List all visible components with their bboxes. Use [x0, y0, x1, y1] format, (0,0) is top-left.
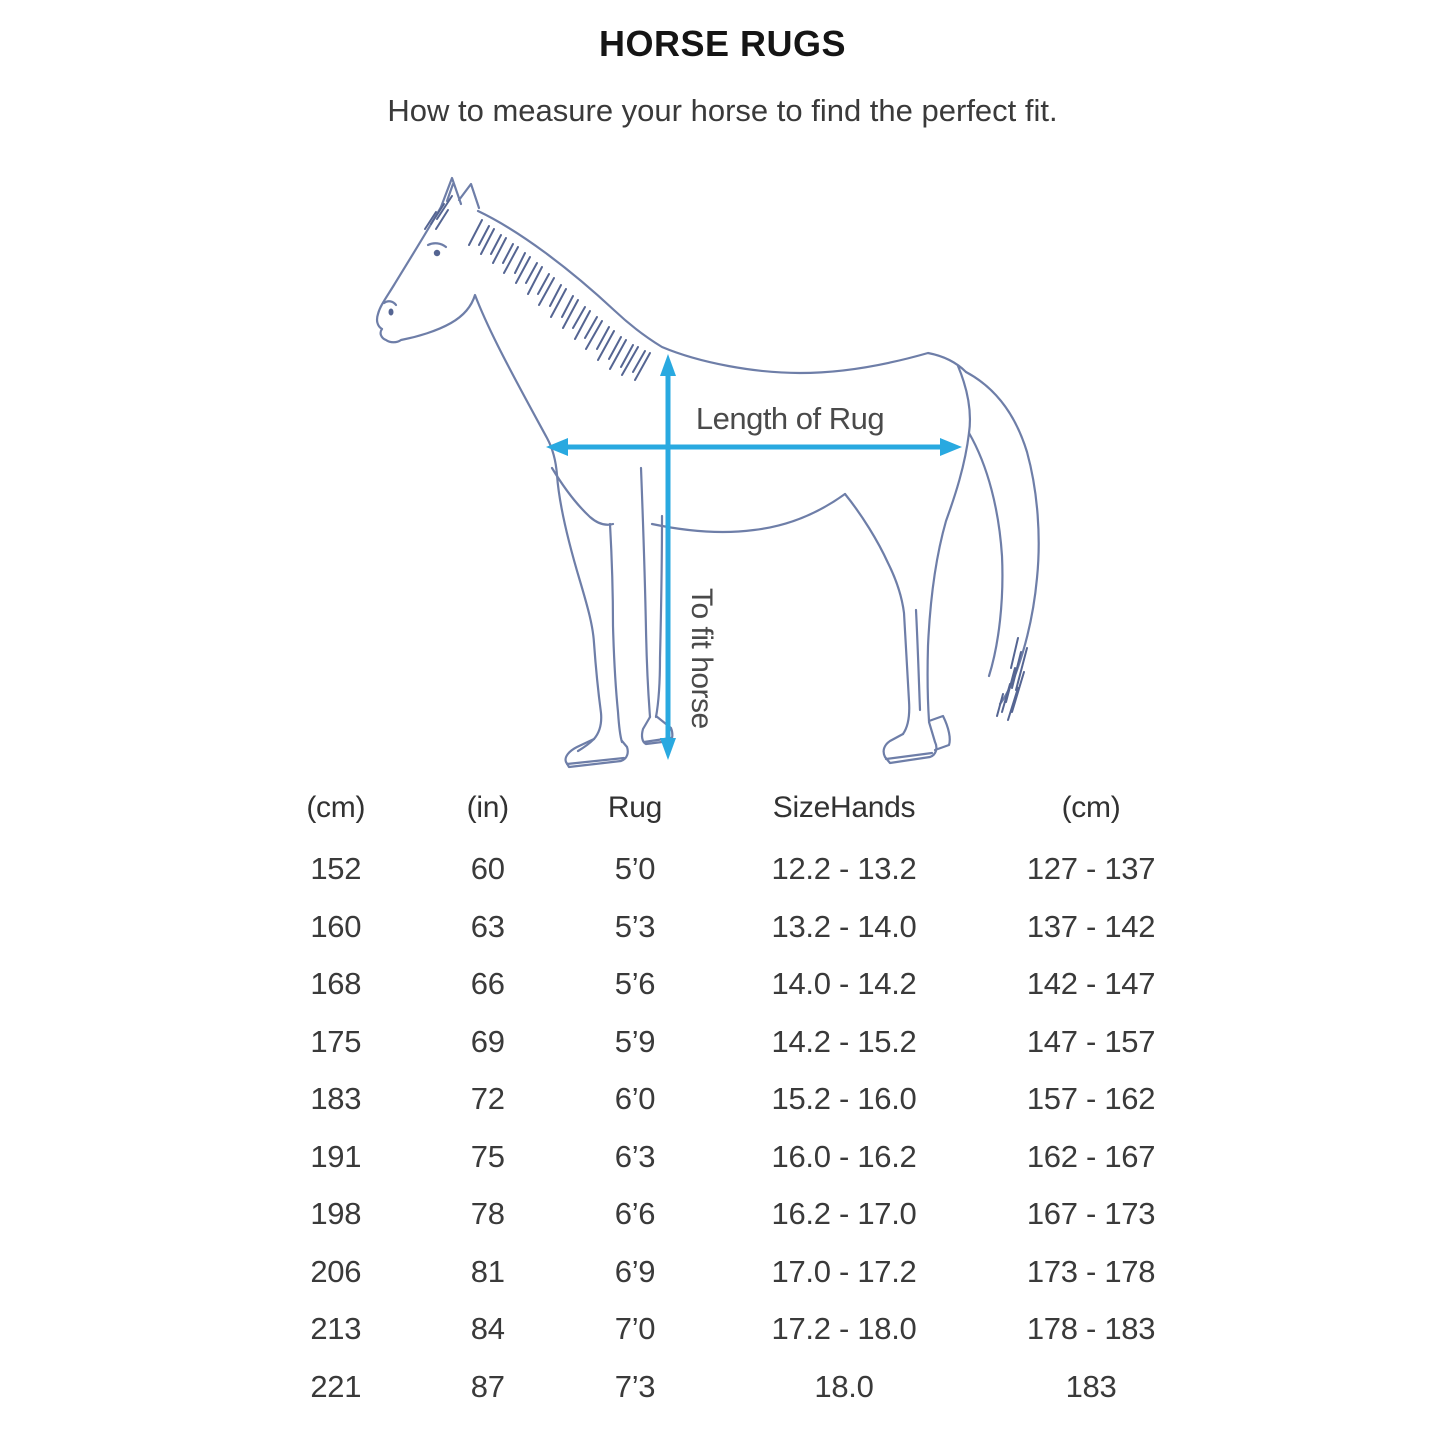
table-cell: 5’9 [614, 1023, 656, 1059]
size-table: (cm) (in) Rug SizeHands (cm) 152 60 5’0 12.2 - … [255, 780, 1205, 1415]
page-subtitle: How to measure your horse to find the pe… [387, 93, 1058, 128]
table-cell: 6’6 [614, 1196, 656, 1231]
table-cell: 7’3 [614, 1368, 656, 1404]
table-cell: 17.2 - 18.0 [771, 1311, 917, 1346]
table-cell: 183 [1065, 1368, 1117, 1404]
horse-outline-drawing [375, 176, 1040, 769]
table-header-cell: Rug [607, 791, 663, 824]
table-row: 183 72 6’0 15.2 - 16.0 157 - 162 [255, 1070, 1205, 1128]
table-row: 213 84 7’0 17.2 - 18.0 178 - 183 [255, 1300, 1205, 1358]
table-cell: 7’0 [614, 1311, 656, 1346]
table-header-cell: (cm) [306, 791, 366, 824]
table-cell: 13.2 - 14.0 [771, 908, 917, 944]
table-cell: 147 - 157 [1026, 1023, 1156, 1059]
table-cell: 175 [310, 1023, 362, 1059]
table-cell: 191 [310, 1138, 362, 1174]
table-cell: 78 [470, 1196, 505, 1231]
table-cell: 87 [470, 1368, 505, 1404]
page-title: HORSE RUGS [598, 23, 847, 64]
table-cell: 5’3 [614, 908, 656, 944]
table-cell: 5’6 [614, 966, 656, 1001]
table-cell: 127 - 137 [1026, 851, 1156, 886]
table-cell: 12.2 - 13.2 [771, 851, 917, 886]
table-row: 198 78 6’6 16.2 - 17.0 167 - 173 [255, 1185, 1205, 1243]
table-cell: 6’3 [614, 1138, 656, 1174]
table-row: 168 66 5’6 14.0 - 14.2 142 - 147 [255, 955, 1205, 1013]
table-cell: 6’0 [614, 1081, 656, 1116]
table-header-cell: (cm) [1061, 791, 1121, 824]
table-cell: 69 [470, 1023, 505, 1059]
size-table-rows: 152 60 5’0 12.2 - 13.2 127 - 137 160 63 5’3 13.2… [255, 840, 1205, 1415]
table-row: 206 81 6’9 17.0 - 17.2 173 - 178 [255, 1243, 1205, 1301]
table-cell: 6’9 [614, 1253, 656, 1289]
table-cell: 160 [310, 908, 362, 944]
table-cell: 60 [470, 851, 505, 886]
table-cell: 75 [470, 1138, 505, 1174]
table-header-cell: SizeHands [772, 791, 916, 824]
table-cell: 183 [310, 1081, 362, 1116]
table-cell: 14.2 - 15.2 [771, 1023, 917, 1059]
length-arrow-label: Length of Rug [696, 401, 884, 436]
table-cell: 84 [470, 1311, 505, 1346]
table-cell: 14.0 - 14.2 [771, 966, 917, 1001]
height-arrow-label: To fit horse [685, 588, 718, 729]
horse-eye-nostril [388, 249, 441, 316]
table-row: 221 87 7’3 18.0 183 [255, 1358, 1205, 1416]
table-cell: 152 [310, 851, 362, 886]
table-cell: 221 [310, 1368, 362, 1404]
size-table-header: (cm) (in) Rug SizeHands (cm) [255, 780, 1205, 826]
table-row: 175 69 5’9 14.2 - 15.2 147 - 157 [255, 1013, 1205, 1071]
table-cell: 15.2 - 16.0 [771, 1081, 917, 1116]
table-cell: 137 - 142 [1026, 908, 1156, 944]
table-cell: 198 [310, 1196, 362, 1231]
table-cell: 63 [470, 908, 505, 944]
table-cell: 206 [310, 1253, 362, 1289]
table-cell: 167 - 173 [1026, 1196, 1156, 1231]
table-header-cell: (in) [466, 791, 509, 824]
horse-measurement-svg: Length of Rug To fit horse [375, 176, 1040, 769]
table-cell: 16.2 - 17.0 [771, 1196, 917, 1231]
table-cell: 173 - 178 [1026, 1253, 1156, 1289]
table-cell: 16.0 - 16.2 [771, 1138, 917, 1174]
table-cell: 142 - 147 [1026, 966, 1156, 1001]
table-cell: 66 [470, 966, 505, 1001]
height-arrow [660, 354, 676, 760]
table-cell: 18.0 [814, 1368, 874, 1404]
table-cell: 81 [470, 1253, 505, 1289]
table-row: 152 60 5’0 12.2 - 13.2 127 - 137 [255, 840, 1205, 898]
table-cell: 72 [470, 1081, 505, 1116]
table-row: 191 75 6’3 16.0 - 16.2 162 - 167 [255, 1128, 1205, 1186]
table-cell: 213 [310, 1311, 362, 1346]
table-cell: 162 - 167 [1026, 1138, 1156, 1174]
measurement-diagram: Length of Rug To fit horse [0, 160, 1445, 780]
table-cell: 168 [310, 966, 362, 1001]
length-arrow [546, 438, 962, 456]
table-cell: 178 - 183 [1026, 1311, 1156, 1346]
table-cell: 5’0 [614, 851, 656, 886]
table-cell: 157 - 162 [1026, 1081, 1156, 1116]
horse-mane [424, 195, 1028, 721]
table-row: 160 63 5’3 13.2 - 14.0 137 - 142 [255, 898, 1205, 956]
table-cell: 17.0 - 17.2 [771, 1253, 917, 1289]
